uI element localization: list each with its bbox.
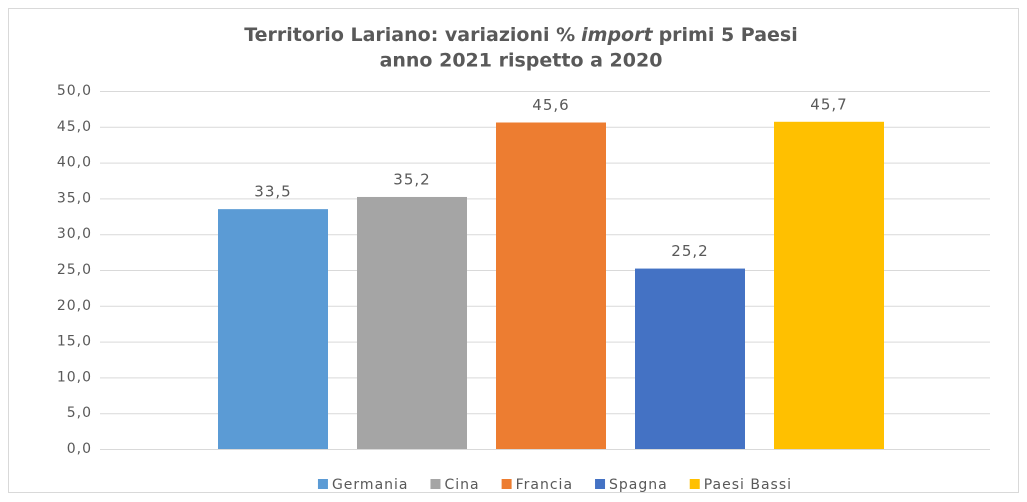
y-tick-label: 0,0 (67, 441, 92, 457)
bar (774, 121, 884, 450)
legend-swatch (430, 479, 441, 489)
y-tick-label: 5,0 (67, 405, 92, 421)
data-label: 45,6 (532, 96, 569, 114)
legend-swatch (501, 479, 512, 489)
y-tick-label: 10,0 (57, 369, 92, 385)
legend-swatch (317, 479, 328, 489)
title-part: Territorio Lariano: variazioni % (244, 24, 575, 46)
y-tick-label: 25,0 (57, 262, 92, 278)
y-tick-label: 45,0 (57, 119, 92, 135)
y-tick-label: 15,0 (57, 334, 92, 350)
legend-swatch (595, 479, 606, 489)
bar (357, 196, 467, 449)
title-part: primi 5 Paesi (659, 24, 798, 46)
chart-title: Territorio Lariano: variazioni % import pr… (244, 24, 798, 46)
legend-label: Spagna (609, 477, 668, 493)
legend-label: Francia (516, 477, 573, 493)
data-label: 35,2 (393, 170, 430, 188)
legend-label: Paesi Bassi (704, 477, 792, 493)
bar (635, 268, 745, 449)
data-label: 33,5 (254, 183, 291, 201)
y-tick-label: 50,0 (57, 83, 92, 99)
y-tick-label: 40,0 (57, 155, 92, 171)
legend-label: Cina (444, 477, 479, 493)
legend-label: Germania (332, 477, 409, 493)
bar (218, 209, 328, 449)
legend-swatch (689, 479, 700, 489)
data-label: 25,2 (671, 242, 708, 260)
y-tick-label: 35,0 (57, 190, 92, 206)
title-part: import (581, 24, 653, 46)
y-tick-label: 30,0 (57, 226, 92, 242)
data-label: 45,7 (810, 95, 847, 113)
chart-title: anno 2021 rispetto a 2020 (380, 50, 663, 72)
y-tick-label: 20,0 (57, 298, 92, 314)
bar (496, 122, 606, 449)
